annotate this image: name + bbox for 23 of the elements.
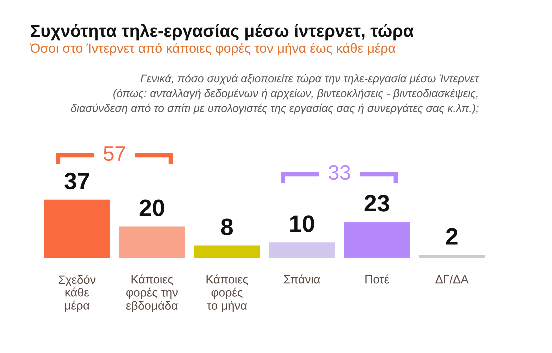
bar [194, 246, 260, 258]
data-label: 37 [64, 172, 90, 190]
x-tick-label: ΔΓ/ΔΑ [436, 275, 469, 284]
chart-subtitle: Όσοι στο Ίντερνετ από κάποιες φορές τον μήνα έως κάθε μέρα [30, 43, 396, 56]
data-label: 20 [140, 200, 164, 217]
bar [344, 222, 410, 258]
x-tick-label: Κάποιες φορές την εβδομάδα [126, 274, 178, 312]
bar [119, 226, 186, 258]
data-label: 10 [290, 216, 314, 232]
data-label: 23 [364, 195, 390, 212]
x-tick-label: Κάποιες φορές το μήνα [206, 274, 248, 312]
text: 33 [328, 165, 350, 180]
x-tick-label: Ποτέ [366, 274, 390, 284]
data-label: 8 [221, 218, 234, 236]
bar [269, 242, 336, 258]
data-label: 2 [446, 228, 458, 245]
bar [44, 200, 110, 258]
text: Γενικά, πόσο συχνά αξιοποιείτε τώρα την τηλε-εργασία μέσω Ίντερνετ (όπως: ανταλλαγή δεδομένων ή αρχείων, βιντεοκλήσεις - βιντεοδιασκέψεις, διασύνδεση από το σπίτι με υπολογιστές της εργασίας σας ή συνεργάτες σας κ.λπ.); [71, 74, 480, 115]
bar [419, 255, 486, 258]
text: 57 [104, 146, 126, 162]
chart-title: Συχνότητα τηλε-εργασίας μέσω ίντερνετ, τώρα [31, 24, 414, 41]
x-tick-label: Σπάνια [284, 274, 320, 284]
x-tick-label: Σχεδόν κάθε μέρα [58, 275, 96, 312]
